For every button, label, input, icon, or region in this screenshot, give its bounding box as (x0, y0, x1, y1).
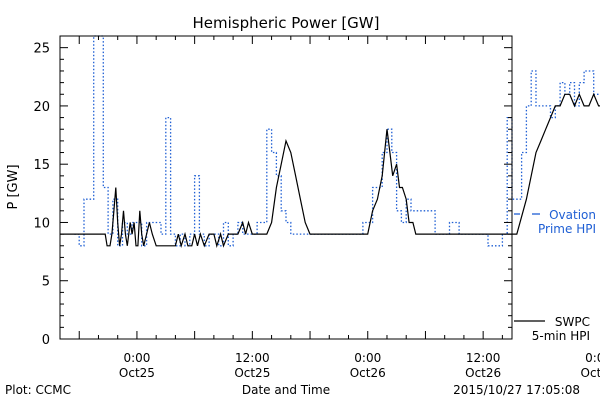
x-axis-label: Date and Time (242, 383, 330, 397)
chart-title: Hemispheric Power [GW] (193, 14, 380, 32)
x-tick-label-time: 0:00 (123, 351, 150, 365)
x-tick-label-time: 12:00 (235, 351, 270, 365)
x-tick-label-time: 0:00 (585, 351, 600, 365)
y-tick-label: 5 (42, 275, 50, 290)
plot-timestamp: 2015/10/27 17:05:08 (453, 383, 580, 397)
x-tick-label-time: 0:00 (354, 351, 381, 365)
legend-label-swpc: SWPC (555, 315, 590, 329)
y-tick-label: 0 (42, 333, 50, 348)
axes: 05101520250:00Oct2512:00Oct250:00Oct2612… (33, 35, 600, 380)
x-tick-label-date: Oct26 (350, 366, 386, 380)
legend-label-ovation: Ovation (549, 208, 596, 222)
x-tick-label-date: Oct25 (234, 366, 270, 380)
y-tick-label: 20 (33, 100, 50, 115)
x-tick-label-date: Oct26 (465, 366, 501, 380)
series-line-swpc (60, 92, 600, 248)
x-tick-label-date: Oct27 (581, 366, 600, 380)
x-tick-label-time: 12:00 (466, 351, 501, 365)
y-axis-label: P [GW] (6, 164, 21, 209)
plot-credit: Plot: CCMC (5, 383, 71, 397)
y-tick-label: 25 (33, 42, 50, 57)
y-tick-label: 15 (33, 158, 50, 173)
legend-label-ovation: Prime HPI (538, 222, 596, 236)
legend-label-swpc: 5-min HPI (532, 329, 590, 343)
x-tick-label-date: Oct25 (119, 366, 155, 380)
y-tick-label: 10 (33, 216, 50, 231)
series-line-ovation (74, 35, 600, 247)
series-layer (60, 35, 600, 248)
